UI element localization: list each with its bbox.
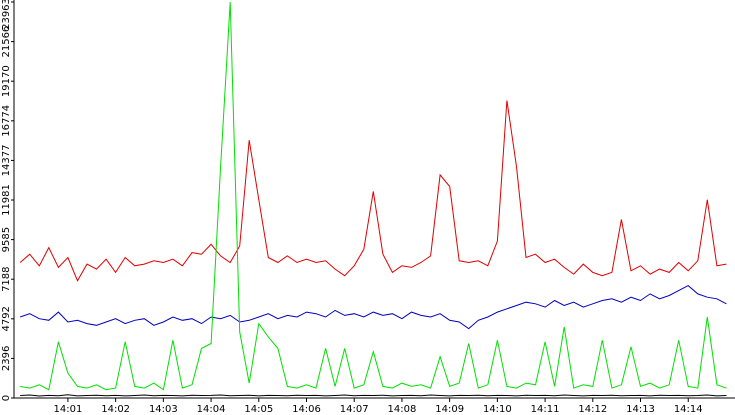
x-tick-label: 14:06	[292, 404, 321, 415]
y-tick-label: 23963	[1, 0, 12, 30]
x-tick-label: 14:13	[626, 404, 655, 415]
x-tick-label: 14:12	[578, 404, 607, 415]
y-tick-label: 0	[1, 395, 12, 401]
series-line	[20, 394, 727, 397]
x-tick-label: 14:03	[149, 404, 178, 415]
y-tick-label: 21566	[1, 26, 12, 58]
x-tick-label: 14:01	[54, 404, 83, 415]
y-tick-label: 7188	[1, 266, 12, 291]
x-tick-label: 14:08	[388, 404, 417, 415]
y-tick-label: 2396	[1, 346, 12, 371]
x-tick-label: 14:02	[101, 404, 130, 415]
series-line	[20, 284, 727, 330]
x-tick-label: 14:04	[197, 404, 226, 415]
y-tick-label: 14377	[1, 145, 12, 177]
x-tick-label: 14:14	[674, 404, 703, 415]
y-tick-label: 19170	[1, 65, 12, 97]
series-line	[19, 100, 727, 282]
y-tick-label: 11981	[1, 184, 12, 216]
y-tick-label: 4792	[1, 306, 12, 331]
x-tick-label: 14:10	[483, 404, 512, 415]
series-line	[20, 1, 727, 391]
x-tick-label: 14:09	[435, 404, 464, 415]
x-tick-label: 14:11	[531, 404, 560, 415]
x-tick-label: 14:07	[340, 404, 369, 415]
y-tick-label: 9585	[1, 227, 12, 252]
y-tick-label: 16774	[1, 105, 12, 137]
x-tick-label: 14:05	[244, 404, 273, 415]
